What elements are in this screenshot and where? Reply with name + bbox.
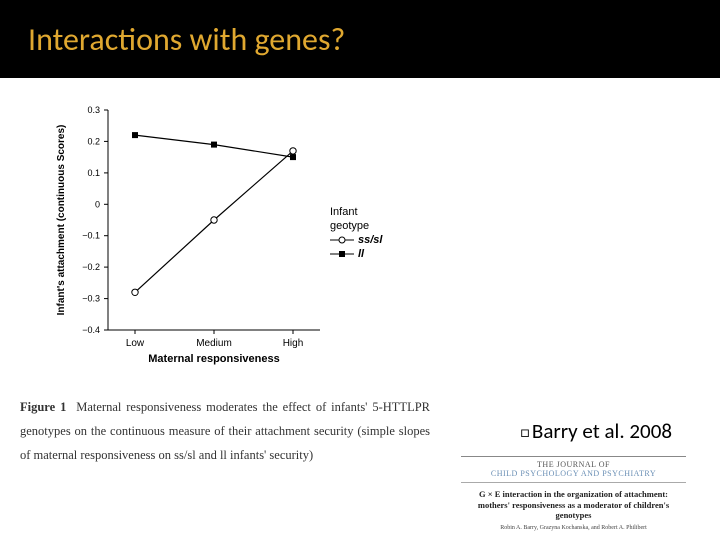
legend-title-2: geotype: [330, 220, 382, 232]
svg-text:0.1: 0.1: [87, 168, 100, 178]
paper-title: G × E interaction in the organization of…: [461, 489, 686, 521]
svg-text:−0.4: −0.4: [82, 325, 100, 335]
open-circle-icon: [330, 235, 354, 245]
svg-text:−0.3: −0.3: [82, 294, 100, 304]
journal-line2: CHILD PSYCHOLOGY AND PSYCHIATRY: [461, 469, 686, 478]
svg-text:−0.2: −0.2: [82, 262, 100, 272]
citation: □Barry et al. 2008: [520, 418, 672, 444]
paper-authors: Robin A. Barry, Grazyna Kochanska, and R…: [461, 525, 686, 531]
legend-item-ll: ll: [330, 248, 382, 260]
svg-text:High: High: [283, 338, 304, 349]
legend-item-sssl: ss/sl: [330, 234, 382, 246]
legend-title-1: Infant: [330, 206, 382, 218]
bullet-icon: □: [520, 423, 530, 442]
slide-header: Interactions with genes?: [0, 0, 720, 78]
svg-text:Medium: Medium: [196, 338, 232, 349]
figure-caption: Figure 1 Maternal responsiveness moderat…: [20, 396, 430, 467]
journal-line1: THE JOURNAL OF: [461, 460, 686, 469]
svg-text:0.2: 0.2: [87, 136, 100, 146]
filled-square-icon: [330, 249, 354, 259]
svg-text:Maternal responsiveness: Maternal responsiveness: [148, 353, 279, 365]
chart-legend: Infant geotype ss/sl ll: [330, 206, 382, 260]
svg-text:0.3: 0.3: [87, 105, 100, 115]
svg-text:0: 0: [95, 199, 100, 209]
svg-text:Low: Low: [126, 338, 145, 349]
journal-thumbnail: THE JOURNAL OF CHILD PSYCHOLOGY AND PSYC…: [461, 456, 686, 531]
svg-text:Infant's attachment (continuou: Infant's attachment (continuous Scores): [56, 125, 67, 316]
svg-text:−0.1: −0.1: [82, 231, 100, 241]
slide-content: 0.3 0.2 0.1 0 −0.1 −0.2 −0.3 −0.4 Low Me…: [0, 78, 720, 540]
slide-title: Interactions with genes?: [28, 20, 345, 59]
